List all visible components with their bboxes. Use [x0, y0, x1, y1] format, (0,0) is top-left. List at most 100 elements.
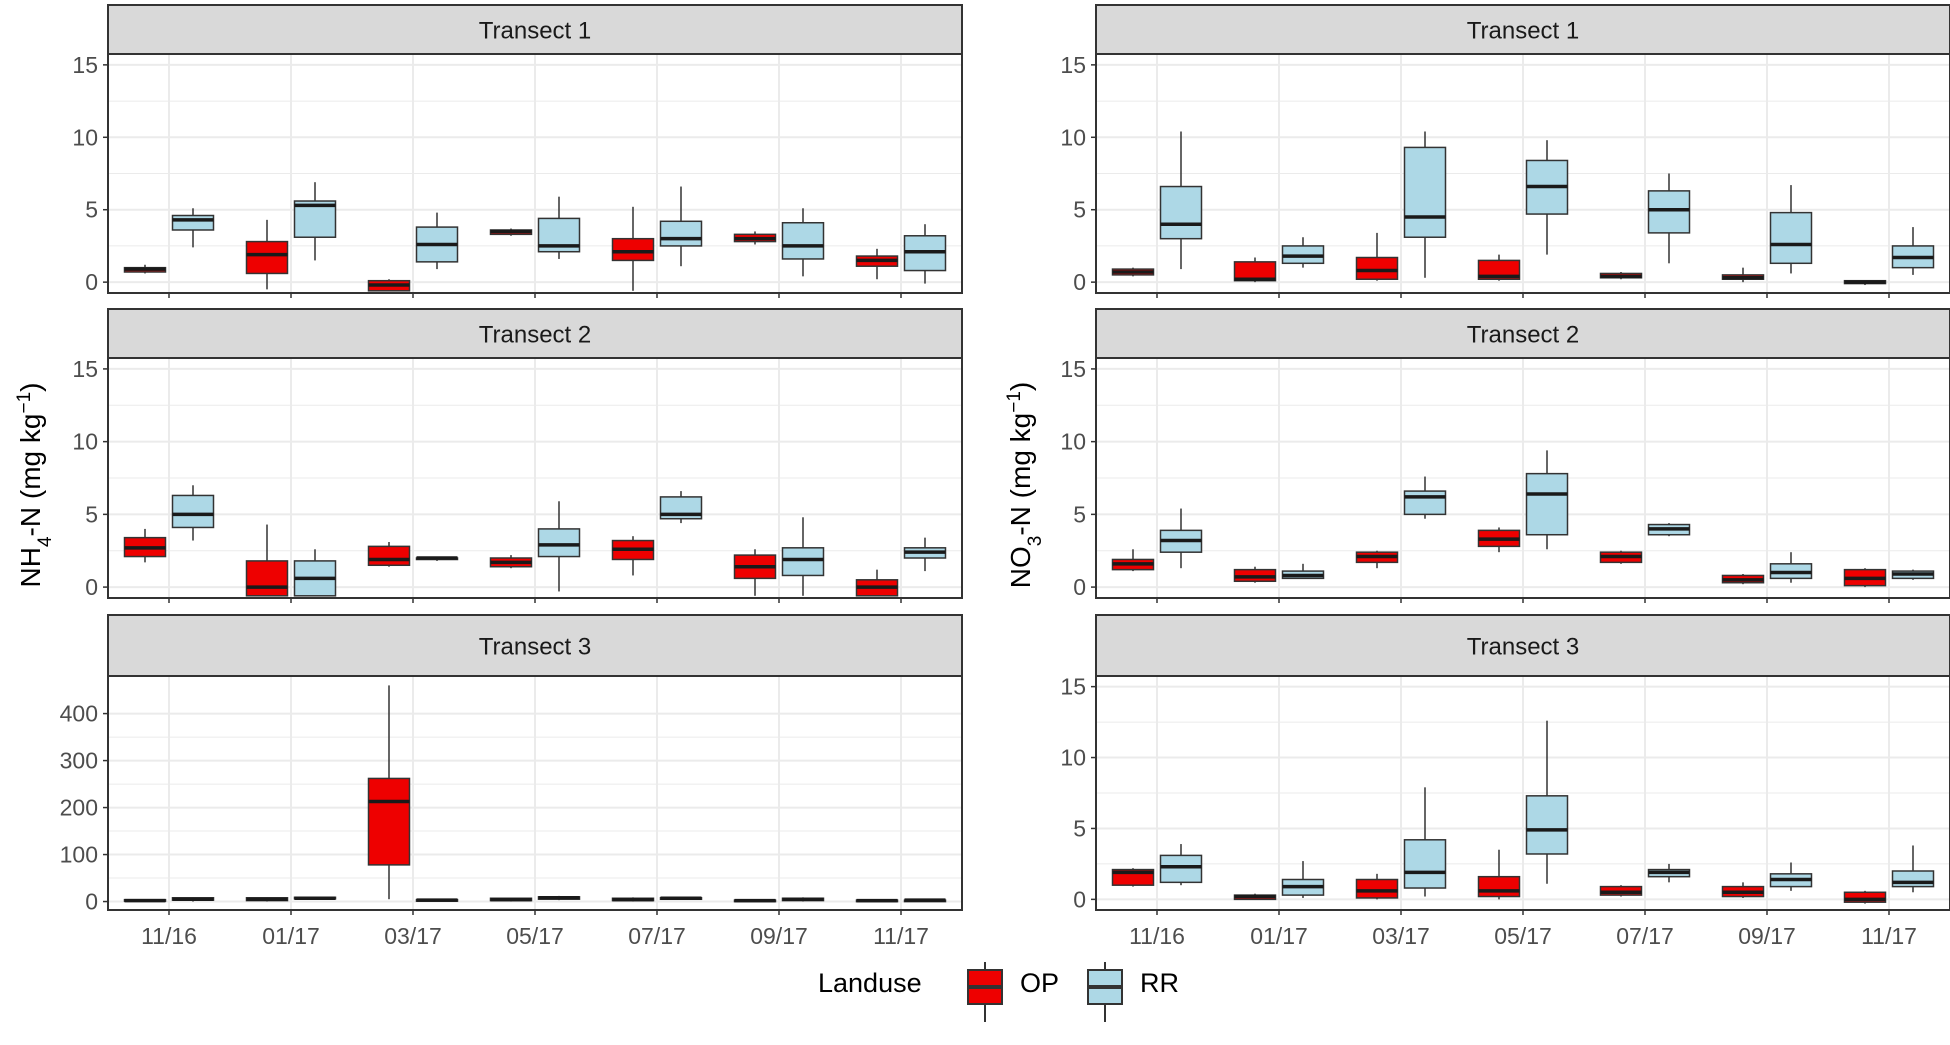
panel-no3-transect-1-plot-area: 0 5 10 15	[1060, 52, 1950, 298]
y-title-no3-base: NO	[1005, 546, 1036, 588]
legend-label-rr: RR	[1140, 968, 1179, 998]
x-tick-label-left: 01/17	[262, 923, 320, 949]
box-rr-03-17	[1403, 476, 1447, 519]
y-tick-label: 5	[85, 501, 98, 527]
box-rr-11-17	[903, 898, 947, 903]
box-rr-11-17	[1891, 845, 1935, 893]
strip-label-nh4-transect-2: Transect 2	[479, 322, 592, 349]
x-axis-left: 11/16 01/17 03/17 05/17 07/17 09/17 11/1…	[141, 923, 929, 949]
box-op-05-17	[489, 228, 533, 236]
box-iqr	[1891, 870, 1935, 888]
box-rr-03-17	[415, 212, 459, 270]
box-op-09-17	[1721, 882, 1765, 898]
box-rr-11-16	[171, 485, 215, 541]
x-tick-label-right: 05/17	[1494, 923, 1552, 949]
y-tick-label: 15	[72, 356, 98, 382]
box-op-09-17	[733, 898, 777, 903]
y-title-no3-subscript: 3	[1025, 536, 1046, 547]
y-tick-label: 0	[85, 889, 98, 915]
y-tick-label: 10	[1060, 745, 1086, 771]
x-axis-right: 11/16 01/17 03/17 05/17 07/17 09/17 11/1…	[1129, 923, 1917, 949]
y-tick-label: 300	[60, 748, 98, 774]
box-op-11-17	[855, 248, 899, 280]
box-rr-03-17	[415, 556, 459, 561]
box-op-03-17	[1355, 550, 1399, 569]
y-axis-title-no3: NO3-N (mg kg−1)	[1004, 382, 1046, 588]
box-rr-01-17	[1281, 563, 1325, 580]
x-tick-label-left: 05/17	[506, 923, 564, 949]
box-rr-07-17	[1647, 863, 1691, 883]
box-op-01-17	[1233, 566, 1277, 583]
box-op-03-17	[1355, 873, 1399, 900]
y-title-nh4-end: )	[15, 383, 46, 392]
panel-nh4-transect-1: 0 5 10 15 Transect 1	[72, 4, 963, 298]
box-op-09-17	[733, 231, 777, 245]
box-rr-09-17	[1769, 552, 1813, 583]
box-op-07-17	[611, 536, 655, 576]
box-op-07-17	[1599, 885, 1643, 897]
box-rr-09-17	[1769, 862, 1813, 891]
strip-no3-transect-2	[1095, 308, 1950, 359]
box-rr-09-17	[781, 208, 825, 277]
box-rr-03-17	[415, 898, 459, 902]
x-tick-label-left: 11/17	[873, 923, 929, 949]
box-op-05-17	[489, 555, 533, 569]
y-tick-label: 15	[1060, 52, 1086, 78]
box-rr-05-17	[537, 196, 581, 259]
box-op-01-17	[245, 524, 289, 597]
y-tick-label: 0	[1073, 886, 1086, 912]
box-op-05-17	[1477, 254, 1521, 281]
x-tick-label-right: 09/17	[1738, 923, 1796, 949]
y-title-no3-middle: -N (mg kg	[1005, 413, 1036, 536]
panel-nh4-transect-3: 0 100 200 300 400 Transect 3	[60, 614, 963, 915]
panel-nh4-transect-3-plot-area: 0 100 200 300 400	[60, 675, 963, 915]
box-op-09-17	[1721, 267, 1765, 283]
y-tick-label: 15	[1060, 356, 1086, 382]
x-tick-label-right: 11/17	[1861, 923, 1917, 949]
panel-nh4-transect-1-plot-area: 0 5 10 15	[72, 52, 963, 298]
strip-no3-transect-3	[1095, 614, 1950, 677]
box-rr-07-17	[659, 896, 703, 901]
box-op-09-17	[1721, 574, 1765, 585]
box-rr-11-17	[1891, 569, 1935, 580]
box-op-11-17	[855, 898, 899, 903]
x-tick-label-right: 07/17	[1616, 923, 1674, 949]
y-tick-label: 0	[85, 269, 98, 295]
panel-no3-transect-3-plot-area: 0 5 10 15	[1060, 674, 1950, 915]
y-tick-label: 10	[72, 429, 98, 455]
box-rr-05-17	[1525, 720, 1569, 884]
box-op-05-17	[1477, 527, 1521, 553]
box-rr-03-17	[1403, 787, 1447, 897]
box-rr-07-17	[1647, 173, 1691, 264]
y-tick-label: 0	[1073, 574, 1086, 600]
box-iqr	[611, 237, 655, 262]
strip-label-no3-transect-1: Transect 1	[1467, 18, 1580, 45]
box-iqr	[1477, 259, 1521, 280]
panel-no3-transect-1: 0 5 10 15 Transect 1	[1060, 4, 1950, 298]
strip-label-no3-transect-3: Transect 3	[1467, 634, 1580, 661]
box-rr-09-17	[781, 517, 825, 596]
x-tick-label-right: 03/17	[1372, 923, 1430, 949]
legend-title: Landuse	[818, 968, 922, 998]
box-op-11-17	[855, 569, 899, 597]
y-tick-label: 10	[1060, 124, 1086, 150]
panel-nh4-transect-2: 0 5 10 15 Transect 2	[72, 308, 963, 603]
y-tick-label: 5	[1073, 501, 1086, 527]
box-op-03-17	[367, 542, 411, 567]
box-op-05-17	[489, 897, 533, 902]
box-op-11-17	[1843, 279, 1887, 286]
box-rr-05-17	[1525, 450, 1569, 550]
box-op-03-17	[367, 685, 411, 900]
strip-label-nh4-transect-1: Transect 1	[479, 18, 592, 45]
strip-label-no3-transect-2: Transect 2	[1467, 322, 1580, 349]
y-tick-label: 5	[1073, 197, 1086, 223]
box-iqr	[171, 494, 215, 529]
box-iqr	[659, 220, 703, 247]
legend: Landuse OP RR	[818, 962, 1179, 1022]
box-iqr	[1525, 472, 1569, 536]
panel-nh4-transect-2-plot-area: 0 5 10 15	[72, 356, 963, 603]
strip-label-nh4-transect-3: Transect 3	[479, 634, 592, 661]
box-iqr	[781, 547, 825, 577]
box-rr-11-17	[903, 224, 947, 284]
